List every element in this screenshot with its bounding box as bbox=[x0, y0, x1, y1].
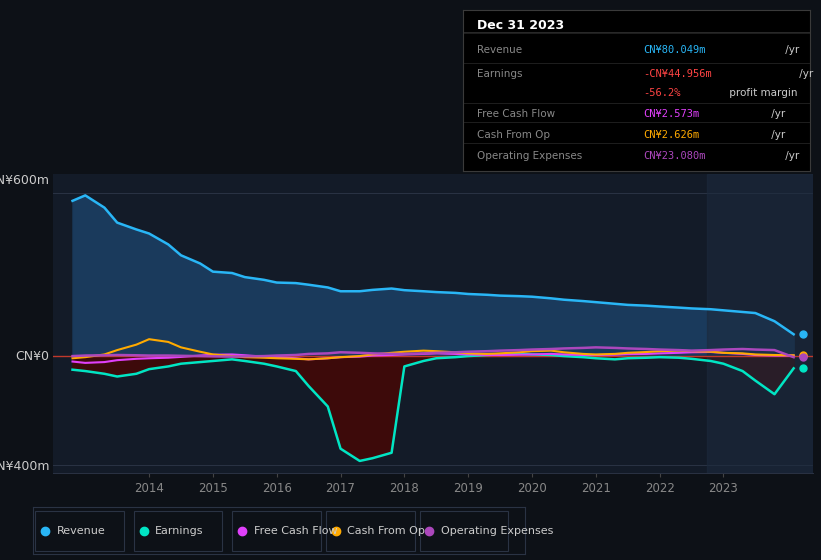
Text: /yr: /yr bbox=[796, 69, 813, 79]
Text: /yr: /yr bbox=[768, 130, 785, 141]
Text: Earnings: Earnings bbox=[477, 69, 522, 79]
Text: Operating Expenses: Operating Expenses bbox=[441, 526, 553, 535]
Text: /yr: /yr bbox=[782, 45, 799, 55]
FancyBboxPatch shape bbox=[134, 511, 222, 550]
Text: /yr: /yr bbox=[782, 151, 799, 161]
Text: CN¥600m: CN¥600m bbox=[0, 174, 49, 186]
Text: Dec 31 2023: Dec 31 2023 bbox=[477, 19, 564, 32]
Text: CN¥2.626m: CN¥2.626m bbox=[643, 130, 699, 141]
FancyBboxPatch shape bbox=[35, 511, 124, 550]
Text: Revenue: Revenue bbox=[57, 526, 105, 535]
Text: -CN¥400m: -CN¥400m bbox=[0, 460, 49, 473]
Text: Cash From Op: Cash From Op bbox=[477, 130, 550, 141]
FancyBboxPatch shape bbox=[420, 511, 508, 550]
Text: CN¥23.080m: CN¥23.080m bbox=[643, 151, 706, 161]
Text: -CN¥44.956m: -CN¥44.956m bbox=[643, 69, 712, 79]
Text: Free Cash Flow: Free Cash Flow bbox=[477, 109, 555, 119]
Text: Operating Expenses: Operating Expenses bbox=[477, 151, 582, 161]
Text: Revenue: Revenue bbox=[477, 45, 522, 55]
Text: CN¥0: CN¥0 bbox=[16, 349, 49, 362]
Text: CN¥2.573m: CN¥2.573m bbox=[643, 109, 699, 119]
FancyBboxPatch shape bbox=[326, 511, 415, 550]
Text: Free Cash Flow: Free Cash Flow bbox=[254, 526, 337, 535]
Text: /yr: /yr bbox=[768, 109, 785, 119]
FancyBboxPatch shape bbox=[232, 511, 321, 550]
Text: Cash From Op: Cash From Op bbox=[347, 526, 425, 535]
Text: -56.2%: -56.2% bbox=[643, 88, 681, 99]
Bar bbox=[708, 174, 813, 473]
Text: Earnings: Earnings bbox=[155, 526, 204, 535]
Text: CN¥80.049m: CN¥80.049m bbox=[643, 45, 706, 55]
Text: profit margin: profit margin bbox=[727, 88, 798, 99]
